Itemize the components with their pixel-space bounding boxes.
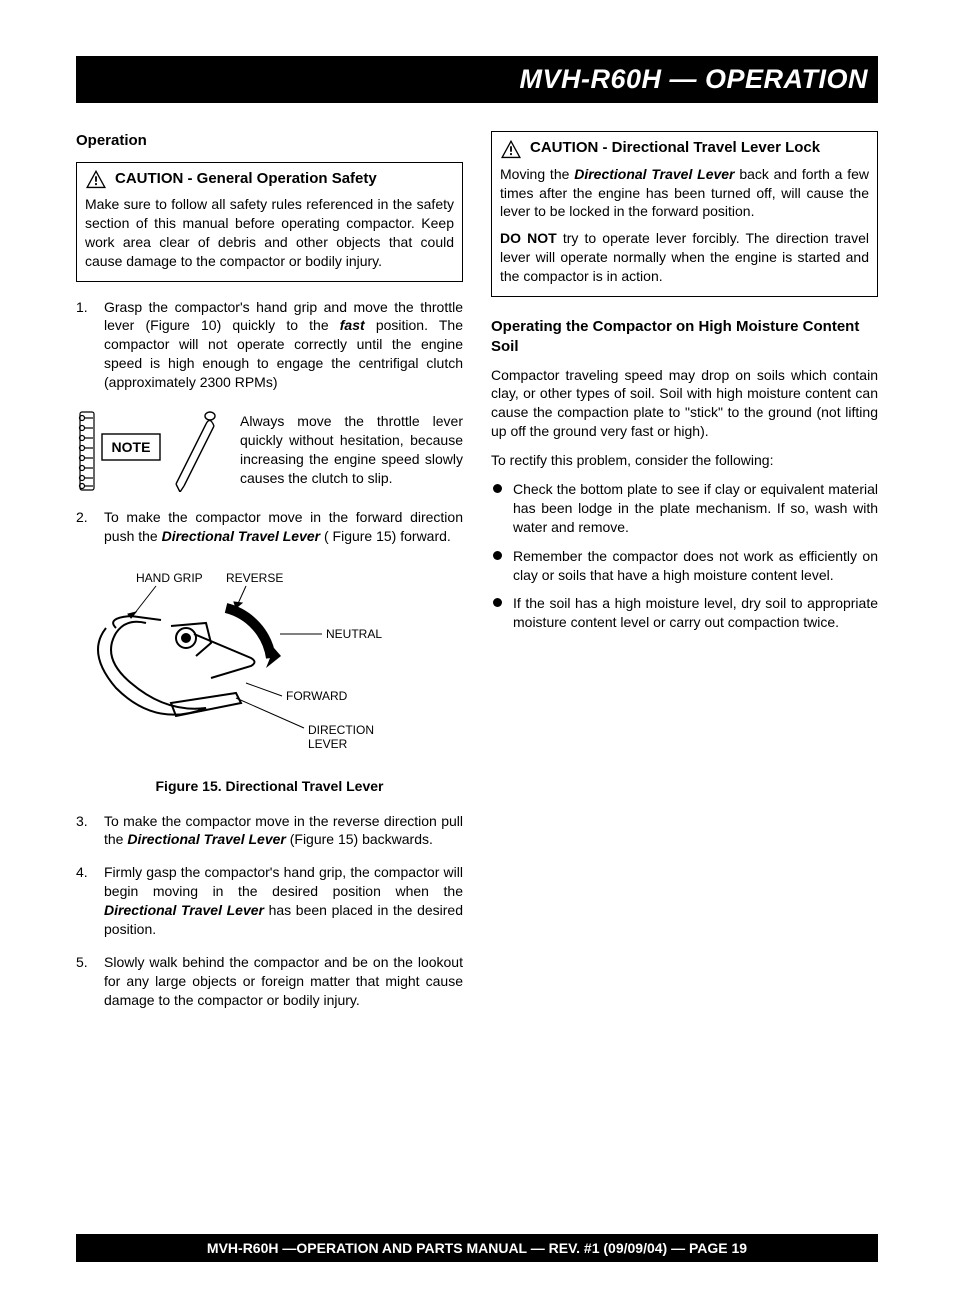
fig-label-reverse: REVERSE: [226, 571, 283, 585]
steps-list: Grasp the compactor's hand grip and move…: [76, 298, 463, 392]
step-1: Grasp the compactor's hand grip and move…: [76, 298, 463, 392]
left-column: Operation CAUTION - General Operation Sa…: [76, 131, 463, 1023]
fig-label-direction: DIRECTION: [308, 723, 374, 737]
caution-lever-lock: CAUTION - Directional Travel Lever Lock …: [491, 131, 878, 297]
fast-word: fast: [340, 317, 365, 333]
content-columns: Operation CAUTION - General Operation Sa…: [76, 131, 878, 1023]
steps-list-cont2: To make the compactor move in the revers…: [76, 812, 463, 1010]
caution-head: CAUTION - General Operation Safety: [85, 169, 454, 189]
step-5: Slowly walk behind the compactor and be …: [76, 953, 463, 1010]
fig-label-handgrip: HAND GRIP: [136, 571, 203, 585]
header-title: MVH-R60H — OPERATION: [519, 64, 868, 94]
footer-text: MVH-R60H —OPERATION AND PARTS MANUAL — R…: [207, 1240, 747, 1256]
caution-p2: DO NOT try to operate lever forcibly. Th…: [500, 229, 869, 286]
step-2: To make the compactor move in the forwar…: [76, 508, 463, 546]
note-block: NOTE Always move the throttle lever quic…: [76, 406, 463, 492]
caution-title: CAUTION - General Operation Safety: [115, 169, 377, 189]
caution-text: Make sure to follow all safety rules ref…: [85, 195, 454, 271]
caution-body: Moving the Directional Travel Lever back…: [500, 165, 869, 286]
figure-15-diagram: HAND GRIP REVERSE NEUTRAL FORWARD DIRECT…: [76, 568, 386, 758]
fig-label-forward: FORWARD: [286, 689, 348, 703]
warning-icon: [85, 169, 107, 189]
note-icon: NOTE: [76, 406, 226, 492]
step-3: To make the compactor move in the revers…: [76, 812, 463, 850]
bullet-2: Remember the compactor does not work as …: [491, 547, 878, 585]
right-column: CAUTION - Directional Travel Lever Lock …: [491, 131, 878, 1023]
figure-caption: Figure 15. Directional Travel Lever: [76, 777, 463, 796]
note-text: Always move the throttle lever quickly w…: [240, 406, 463, 488]
bullet-3: If the soil has a high moisture level, d…: [491, 594, 878, 632]
para-moisture-2: To rectify this problem, consider the fo…: [491, 451, 878, 470]
step-4: Firmly gasp the compactor's hand grip, t…: [76, 863, 463, 939]
caution-title: CAUTION - Directional Travel Lever Lock: [530, 138, 820, 158]
fig-label-neutral: NEUTRAL: [326, 627, 382, 641]
steps-list-cont: To make the compactor move in the forwar…: [76, 508, 463, 546]
caution-body: Make sure to follow all safety rules ref…: [85, 195, 454, 271]
warning-icon: [500, 139, 522, 159]
bullet-list: Check the bottom plate to see if clay or…: [491, 480, 878, 632]
note-label: NOTE: [112, 439, 151, 455]
caution-general-safety: CAUTION - General Operation Safety Make …: [76, 162, 463, 282]
lever-term: Directional Travel Lever: [574, 166, 734, 182]
caution-p1: Moving the Directional Travel Lever back…: [500, 165, 869, 222]
page: MVH-R60H — OPERATION Operation CAUTION -…: [0, 0, 954, 1302]
header-bar: MVH-R60H — OPERATION: [76, 56, 878, 103]
bullet-1: Check the bottom plate to see if clay or…: [491, 480, 878, 537]
fig-label-lever: LEVER: [308, 737, 348, 751]
lever-term: Directional Travel Lever: [104, 902, 264, 918]
high-moisture-heading: Operating the Compactor on High Moisture…: [491, 317, 878, 358]
footer-bar: MVH-R60H —OPERATION AND PARTS MANUAL — R…: [76, 1234, 878, 1263]
caution-head: CAUTION - Directional Travel Lever Lock: [500, 138, 869, 158]
lever-term: Directional Travel Lever: [127, 831, 285, 847]
operation-heading: Operation: [76, 131, 463, 151]
lever-term: Directional Travel Lever: [162, 528, 320, 544]
donot: DO NOT: [500, 230, 557, 246]
para-moisture-1: Compactor traveling speed may drop on so…: [491, 366, 878, 442]
